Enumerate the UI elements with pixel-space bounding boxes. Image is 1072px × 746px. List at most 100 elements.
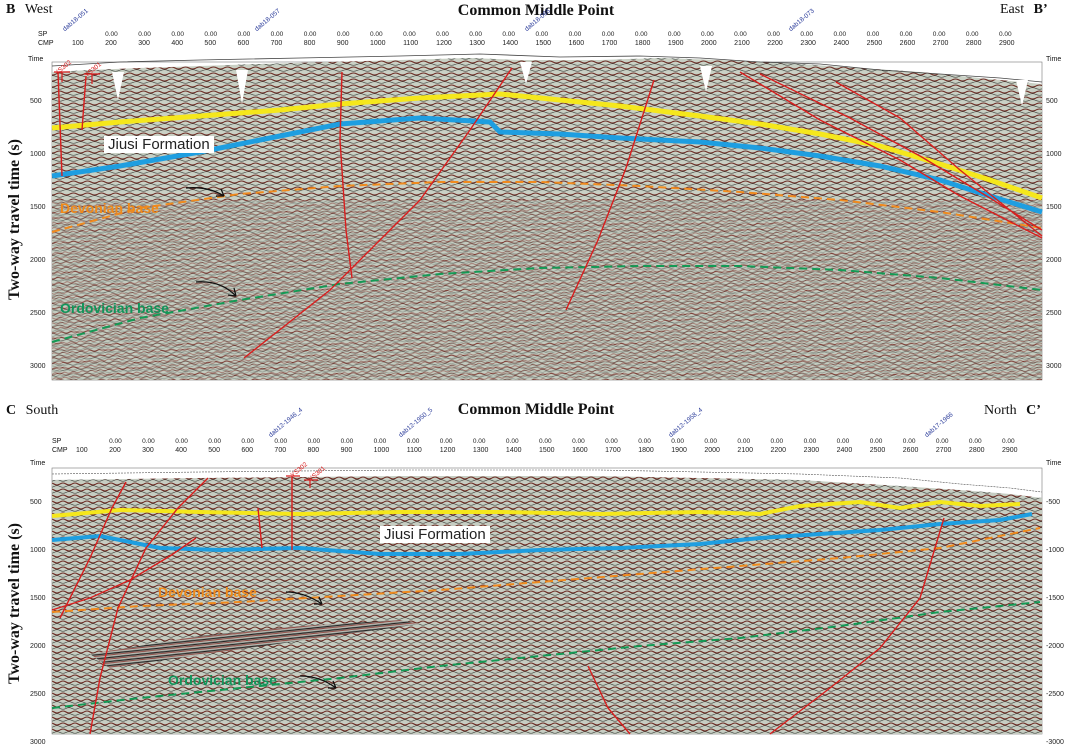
sp-tick-label: 0.00 bbox=[605, 438, 618, 445]
cmp-tick-label: 2700 bbox=[935, 447, 952, 454]
sp-tick-label: 0.00 bbox=[803, 438, 817, 445]
sp-tick-label: 0.00 bbox=[204, 31, 218, 38]
sp-tick-label: 0.00 bbox=[899, 31, 913, 38]
sp-tick-label: 0.00 bbox=[734, 31, 747, 38]
well-marker-ys302 bbox=[54, 71, 70, 82]
cmp-tick-label: 600 bbox=[241, 447, 254, 454]
jiusi-formation-label: Jiusi Formation bbox=[104, 136, 214, 153]
cmp-tick-label: 1200 bbox=[436, 40, 452, 47]
ordovician-base-horizon bbox=[51, 601, 1041, 709]
time-tick-right: 2500 bbox=[1046, 310, 1062, 317]
cmp-tick-label: 200 bbox=[105, 40, 117, 47]
time-header-right: Time bbox=[1046, 56, 1062, 63]
sp-tick-label: 0.00 bbox=[866, 31, 880, 38]
sp-tick-label: 0.00 bbox=[601, 31, 615, 38]
cmp-header: CMP bbox=[52, 447, 68, 454]
cmp-tick-label: 1000 bbox=[373, 447, 390, 454]
sp-tick-label: 0.00 bbox=[965, 31, 979, 38]
cmp-tick-label: 1300 bbox=[469, 40, 485, 47]
time-tick-right: -1500 bbox=[1046, 595, 1064, 602]
cmp-tick-label: 1600 bbox=[572, 447, 588, 454]
time-tick-left: 500 bbox=[30, 98, 42, 105]
sp-tick-label: 0.00 bbox=[935, 438, 949, 445]
seismic-section-b: Common Middle Point B West East B’ SP CM… bbox=[6, 2, 1062, 381]
cmp-tick-label: 200 bbox=[109, 447, 121, 454]
cmp-tick-label: 2200 bbox=[770, 447, 787, 454]
ordovician-arrow bbox=[195, 281, 237, 297]
cmp-tick-label: 1800 bbox=[638, 447, 654, 454]
cmp-tick-label: 2800 bbox=[968, 447, 985, 454]
profile-letter: C’ bbox=[1026, 403, 1041, 418]
sp-tick-label: 0.00 bbox=[667, 31, 681, 38]
sp-tick-label: 0.00 bbox=[671, 438, 684, 445]
time-tick-right: 1500 bbox=[1046, 204, 1062, 211]
profile-letter: C bbox=[6, 403, 17, 418]
devonian-base-horizon bbox=[51, 527, 1041, 613]
cmp-tick-label: 1200 bbox=[439, 447, 456, 454]
sp-tick-label: 0.00 bbox=[770, 438, 784, 445]
time-tick-right: 1000 bbox=[1046, 151, 1062, 158]
devonian-arrow bbox=[285, 591, 323, 605]
sp-tick-label: 0.00 bbox=[502, 31, 516, 38]
cmp-tick-label: 2800 bbox=[965, 40, 982, 47]
seismic-section-c: Common Middle Point C South North C’ SP … bbox=[0, 398, 1072, 746]
cmp-tick-label: 100 bbox=[76, 447, 88, 454]
topography-line bbox=[51, 53, 1043, 83]
jiusi-base-horizon bbox=[51, 115, 1043, 215]
cmp-header: CMP bbox=[38, 40, 54, 47]
cmp-tick-label: 1300 bbox=[472, 447, 489, 454]
time-tick-right: 2000 bbox=[1046, 257, 1062, 264]
direction-label: West bbox=[24, 2, 53, 17]
sp-tick-label: 0.00 bbox=[800, 31, 813, 38]
sp-tick-label: 0.00 bbox=[836, 438, 850, 445]
profile-end-label: North C’ bbox=[984, 403, 1041, 419]
time-tick-right: -2500 bbox=[1046, 691, 1064, 698]
cmp-tick-label: 1900 bbox=[671, 447, 687, 454]
time-tick-left: 1500 bbox=[30, 595, 46, 602]
well-marker-ys301 bbox=[84, 73, 100, 84]
sp-tick-label: 0.00 bbox=[634, 31, 648, 38]
sp-tick-label: 0.00 bbox=[439, 438, 453, 445]
time-header-left: Time bbox=[30, 460, 46, 467]
sp-tick-label: 0.00 bbox=[138, 31, 151, 38]
cmp-tick-label: 1100 bbox=[406, 447, 422, 454]
time-tick-right: -2000 bbox=[1046, 643, 1064, 650]
cmp-tick-label: 500 bbox=[204, 40, 217, 47]
ordovician-base-horizon bbox=[51, 265, 1043, 343]
sp-tick-label: 0.00 bbox=[932, 31, 946, 38]
jiusi-formation-label: Jiusi Formation bbox=[380, 526, 490, 543]
time-tick-right: 3000 bbox=[1046, 363, 1062, 370]
cmp-tick-label: 2900 bbox=[1002, 447, 1018, 454]
sp-tick-label: 0.00 bbox=[270, 31, 284, 38]
direction-label: East bbox=[1000, 2, 1025, 17]
sp-tick-label: 0.00 bbox=[369, 31, 383, 38]
devonian-base-label: Devonian base bbox=[158, 584, 257, 600]
seismic-data-area bbox=[52, 476, 1042, 734]
time-tick-left: 3000 bbox=[30, 363, 46, 370]
cmp-tick-label: 1100 bbox=[403, 40, 419, 47]
profile-start-label: C South bbox=[6, 403, 58, 419]
sp-header: SP bbox=[38, 31, 48, 38]
cmp-tick-label: 1400 bbox=[505, 447, 522, 454]
cmp-tick-label: 1800 bbox=[634, 40, 651, 47]
profile-end-label: East B’ bbox=[1000, 2, 1048, 18]
sp-tick-label: 0.00 bbox=[142, 438, 155, 445]
sp-tick-label: 0.00 bbox=[237, 31, 251, 38]
sp-tick-label: 0.00 bbox=[307, 438, 321, 445]
sp-tick-label: 0.00 bbox=[535, 31, 549, 38]
sp-tick-label: 0.00 bbox=[105, 31, 118, 38]
sp-tick-label: 0.00 bbox=[472, 438, 486, 445]
cmp-tick-label: 300 bbox=[138, 40, 150, 47]
panel-title: Common Middle Point bbox=[457, 401, 615, 418]
cmp-tick-label: 400 bbox=[175, 447, 187, 454]
cmp-tick-label: 1400 bbox=[502, 40, 518, 47]
cmp-tick-label: 1900 bbox=[667, 40, 684, 47]
sp-tick-label: 0.00 bbox=[340, 438, 354, 445]
cmp-tick-label: 1000 bbox=[369, 40, 386, 47]
time-tick-right: -3000 bbox=[1046, 739, 1064, 746]
cmp-tick-label: 2200 bbox=[767, 40, 783, 47]
panel-title: Common Middle Point bbox=[457, 2, 615, 19]
time-tick-left: 1000 bbox=[30, 151, 46, 158]
sp-tick-label: 0.00 bbox=[902, 438, 916, 445]
cmp-tick-label: 2400 bbox=[836, 447, 853, 454]
